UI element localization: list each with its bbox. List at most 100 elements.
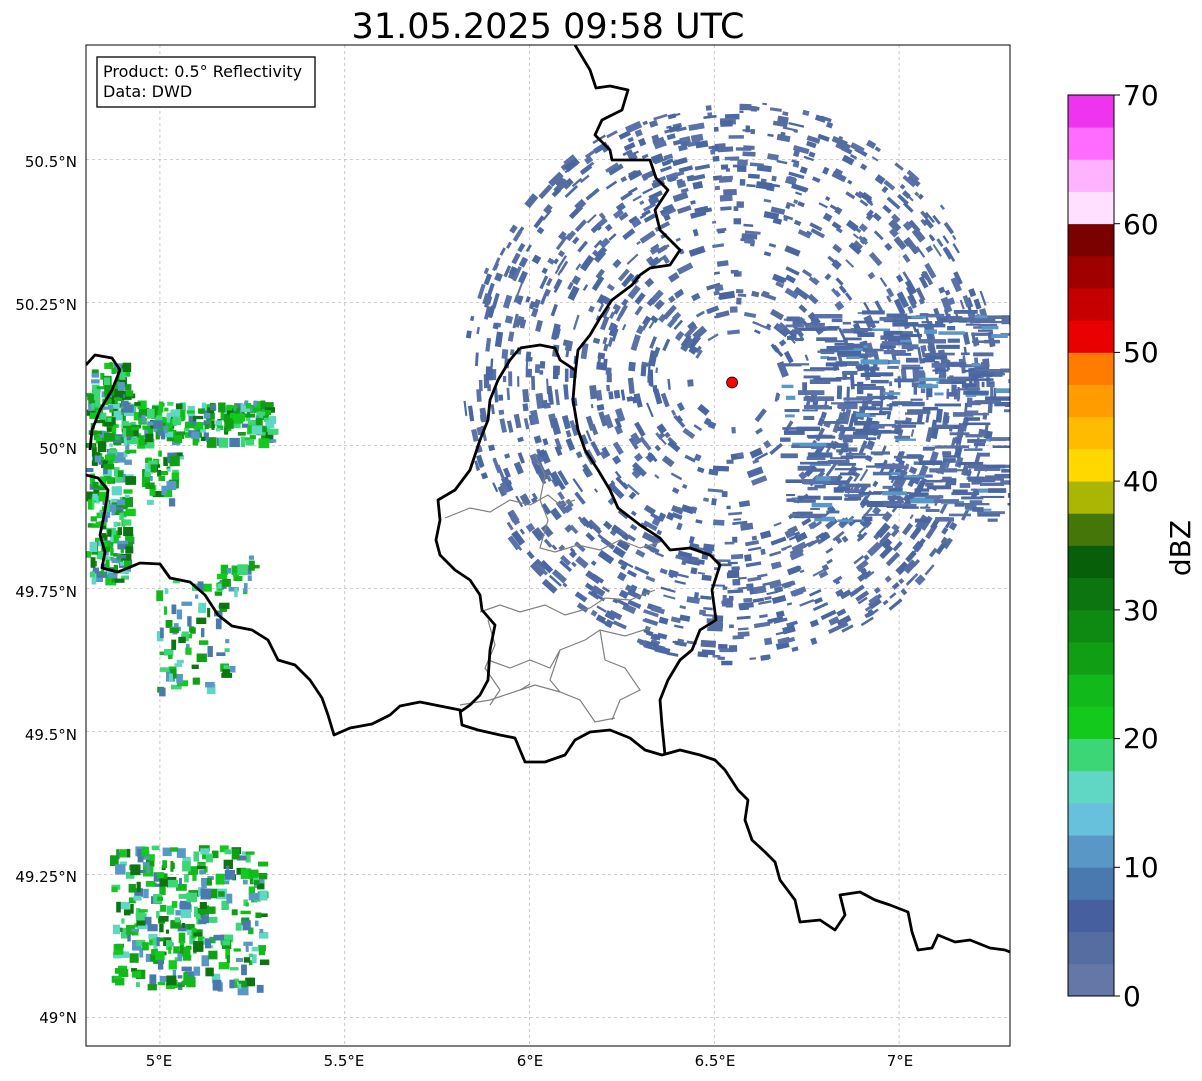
echo-cell bbox=[99, 509, 103, 518]
echo-cell bbox=[777, 115, 789, 125]
echo-cell bbox=[808, 435, 836, 439]
echo-cell bbox=[990, 383, 994, 399]
echo-cell bbox=[157, 982, 166, 986]
echo-cell bbox=[863, 554, 870, 561]
echo-cell bbox=[123, 425, 134, 437]
echo-cell bbox=[203, 412, 211, 419]
echo-cell bbox=[731, 566, 740, 571]
echo-cell bbox=[676, 638, 685, 647]
echo-cell bbox=[230, 967, 239, 971]
echo-cell bbox=[713, 519, 725, 526]
echo-cell bbox=[737, 586, 751, 590]
echo-cell bbox=[803, 369, 825, 372]
echo-cell bbox=[654, 157, 668, 165]
echo-cell bbox=[641, 153, 649, 159]
echo-cell bbox=[166, 975, 177, 986]
echo-cell bbox=[569, 524, 579, 535]
echo-cell bbox=[763, 198, 772, 203]
echo-cell bbox=[837, 519, 865, 522]
echo-cell bbox=[677, 550, 693, 560]
echo-cell bbox=[102, 506, 106, 511]
echo-cell bbox=[871, 424, 896, 427]
echo-cell bbox=[672, 139, 682, 146]
echo-cell bbox=[238, 980, 247, 988]
echo-cell bbox=[193, 436, 200, 443]
echo-cell bbox=[128, 883, 136, 893]
echo-cell bbox=[902, 174, 916, 188]
echo-cell bbox=[773, 617, 788, 624]
echo-cell bbox=[670, 472, 683, 481]
echo-cell bbox=[118, 901, 130, 910]
echo-cell bbox=[115, 490, 119, 494]
echo-cell bbox=[263, 402, 274, 411]
echo-cell bbox=[554, 437, 563, 451]
echo-cell bbox=[876, 463, 905, 469]
echo-cell bbox=[116, 499, 126, 506]
echo-cell bbox=[680, 336, 694, 352]
echo-cell bbox=[738, 500, 751, 508]
echo-cell bbox=[682, 427, 696, 440]
echo-cell bbox=[152, 937, 158, 946]
echo-cell bbox=[953, 271, 963, 286]
echo-cell bbox=[822, 166, 830, 175]
echo-cell bbox=[137, 924, 148, 930]
echo-cell bbox=[127, 931, 131, 942]
echo-cell bbox=[474, 352, 479, 367]
echo-cell bbox=[985, 475, 1001, 478]
echo-cell bbox=[109, 407, 114, 413]
echo-cell bbox=[159, 916, 169, 922]
echo-cell bbox=[608, 163, 624, 176]
echo-cell bbox=[245, 565, 252, 575]
echo-cell bbox=[534, 364, 541, 374]
echo-cell bbox=[494, 331, 504, 348]
echo-cell bbox=[145, 858, 155, 867]
echo-cell bbox=[211, 973, 221, 984]
echo-cell bbox=[884, 242, 893, 252]
echo-cell bbox=[209, 888, 218, 899]
echo-cell bbox=[506, 521, 514, 531]
echo-cell bbox=[684, 454, 697, 463]
echo-cell bbox=[222, 579, 231, 587]
echo-cell bbox=[571, 275, 581, 286]
echo-cell bbox=[490, 358, 494, 367]
echo-cell bbox=[918, 384, 939, 389]
echo-cell bbox=[551, 323, 561, 340]
echo-cell bbox=[91, 499, 95, 510]
echo-cell bbox=[546, 475, 552, 482]
echo-cell bbox=[804, 354, 809, 361]
echo-cell bbox=[184, 971, 195, 983]
echo-cell bbox=[864, 570, 875, 580]
echo-cell bbox=[801, 268, 813, 278]
echo-cell bbox=[602, 337, 608, 345]
echo-cell bbox=[962, 422, 991, 426]
echo-cell bbox=[251, 946, 263, 952]
echo-cell bbox=[119, 512, 124, 520]
colorbar-band bbox=[1068, 255, 1114, 289]
echo-cell bbox=[994, 372, 1005, 376]
echo-cell bbox=[867, 400, 882, 404]
echo-cell bbox=[881, 430, 902, 434]
echo-cell bbox=[122, 413, 126, 424]
echo-cell bbox=[131, 928, 139, 932]
echo-cell bbox=[164, 588, 169, 594]
echo-cell bbox=[738, 601, 754, 609]
echo-cell bbox=[735, 147, 752, 151]
echo-cell bbox=[582, 284, 589, 291]
echo-cell bbox=[971, 332, 988, 336]
echo-cell bbox=[646, 298, 656, 307]
echo-cell bbox=[666, 651, 679, 657]
echo-cell bbox=[148, 854, 155, 861]
echo-cell bbox=[91, 523, 100, 528]
echo-cell bbox=[812, 223, 819, 230]
echo-cell bbox=[990, 437, 1010, 441]
echo-cell bbox=[252, 876, 258, 884]
echo-cell bbox=[845, 219, 859, 232]
x-tick-label: 5°E bbox=[146, 1052, 173, 1070]
echo-cell bbox=[235, 922, 242, 931]
echo-cell bbox=[731, 426, 736, 434]
echo-cell bbox=[620, 176, 628, 183]
echo-cell bbox=[145, 482, 155, 489]
echo-cell bbox=[917, 323, 946, 328]
echo-cell bbox=[185, 647, 192, 655]
echo-cell bbox=[166, 905, 175, 915]
